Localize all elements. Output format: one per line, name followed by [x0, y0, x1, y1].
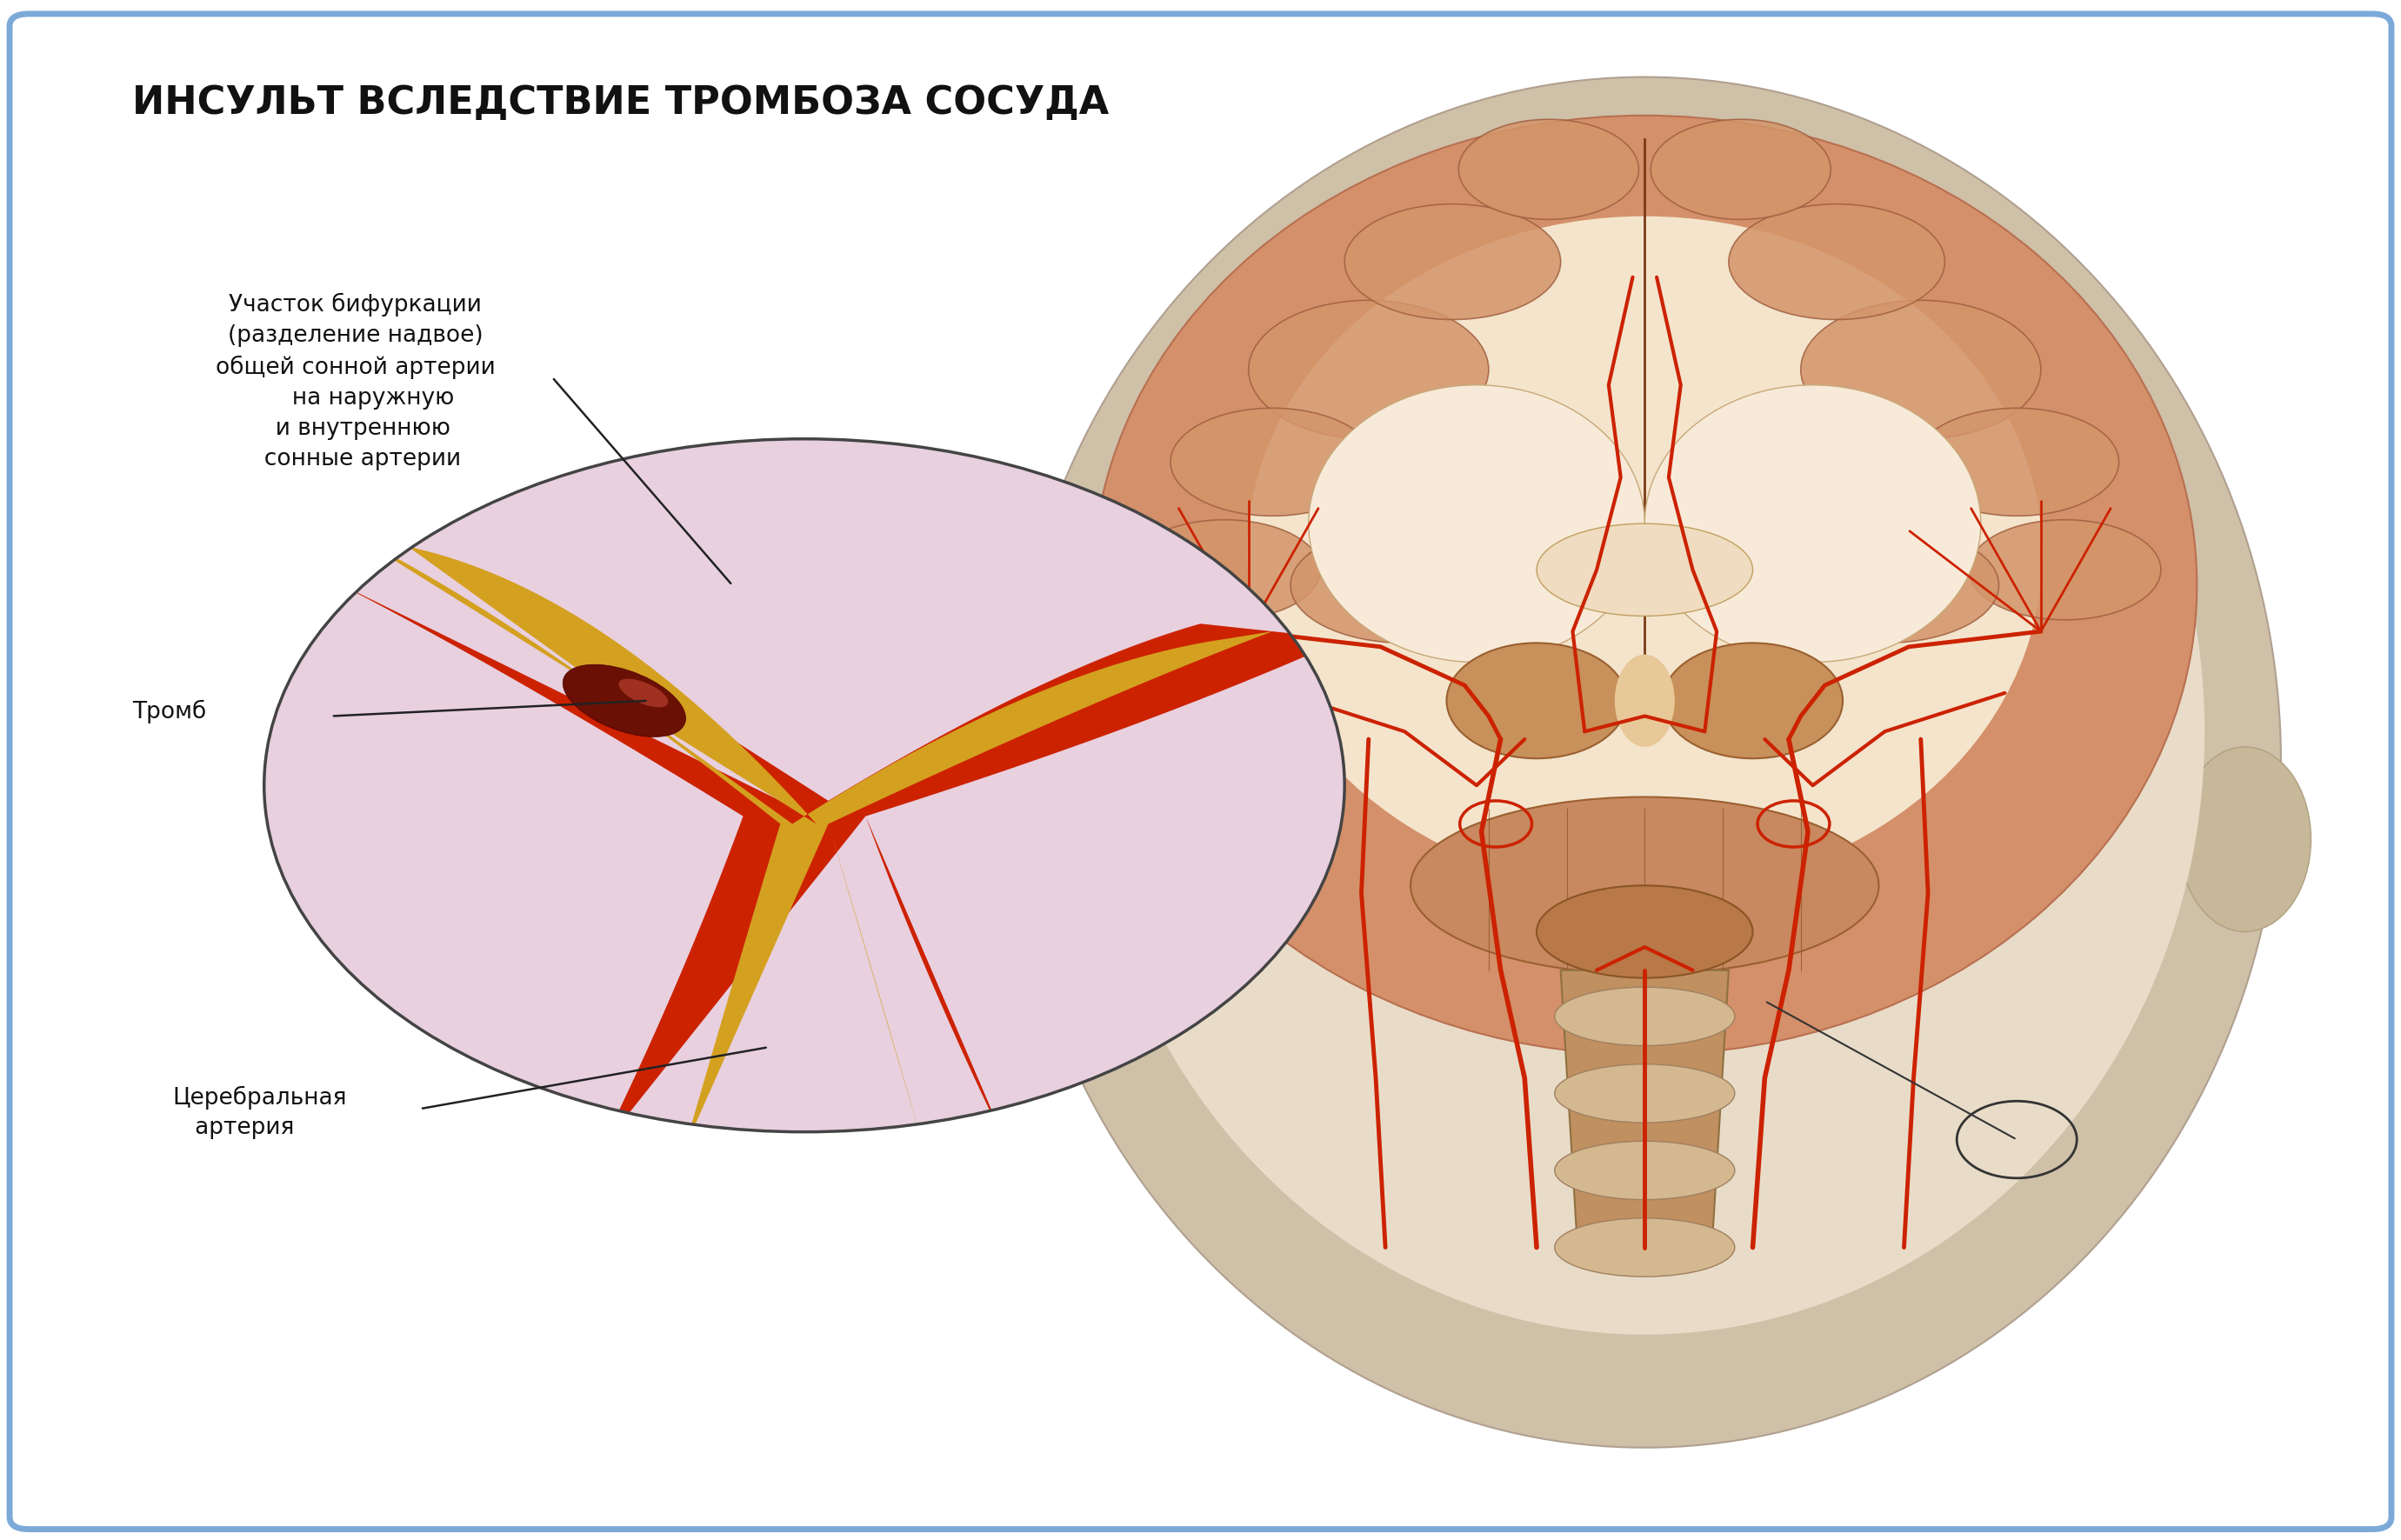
- Ellipse shape: [1309, 385, 1645, 662]
- Ellipse shape: [1556, 1141, 1734, 1200]
- Ellipse shape: [1345, 205, 1561, 320]
- Ellipse shape: [619, 679, 667, 707]
- Ellipse shape: [1969, 521, 2161, 619]
- Polygon shape: [360, 539, 1273, 1149]
- Ellipse shape: [1652, 120, 1832, 220]
- Ellipse shape: [1085, 128, 2204, 1335]
- Ellipse shape: [1645, 385, 1981, 662]
- Text: ИНСУЛЬТ ВСЛЕДСТВИЕ ТРОМБОЗА СОСУДА: ИНСУЛЬТ ВСЛЕДСТВИЕ ТРОМБОЗА СОСУДА: [132, 85, 1109, 122]
- Ellipse shape: [1556, 987, 1734, 1046]
- Ellipse shape: [1092, 115, 2197, 1055]
- Ellipse shape: [1801, 300, 2041, 439]
- Circle shape: [264, 439, 1345, 1132]
- Ellipse shape: [2180, 747, 2310, 932]
- Ellipse shape: [1916, 408, 2120, 516]
- Ellipse shape: [1556, 1064, 1734, 1123]
- Ellipse shape: [1445, 644, 1628, 759]
- Ellipse shape: [1412, 798, 1880, 975]
- Ellipse shape: [1537, 524, 1753, 616]
- Ellipse shape: [1249, 300, 1489, 439]
- Polygon shape: [264, 547, 1345, 1149]
- Ellipse shape: [1172, 408, 1376, 516]
- Ellipse shape: [1460, 120, 1637, 220]
- Ellipse shape: [562, 665, 687, 736]
- Text: Участок бифуркации
(разделение надвое)
общей сонной артерии
     на наружную
  и: Участок бифуркации (разделение надвое) о…: [216, 293, 495, 470]
- Text: Церебральная
   артерия: Церебральная артерия: [173, 1086, 348, 1140]
- Ellipse shape: [1128, 521, 1321, 619]
- Ellipse shape: [1246, 216, 2043, 893]
- Polygon shape: [1561, 970, 1729, 1247]
- Ellipse shape: [1772, 528, 2000, 644]
- Text: Тромб: Тромб: [132, 699, 206, 724]
- Ellipse shape: [1292, 528, 1520, 644]
- Ellipse shape: [1729, 205, 1945, 320]
- Ellipse shape: [1664, 644, 1844, 759]
- Ellipse shape: [1556, 1218, 1734, 1277]
- Ellipse shape: [1613, 654, 1676, 747]
- Ellipse shape: [1537, 885, 1753, 978]
- Ellipse shape: [1008, 77, 2281, 1448]
